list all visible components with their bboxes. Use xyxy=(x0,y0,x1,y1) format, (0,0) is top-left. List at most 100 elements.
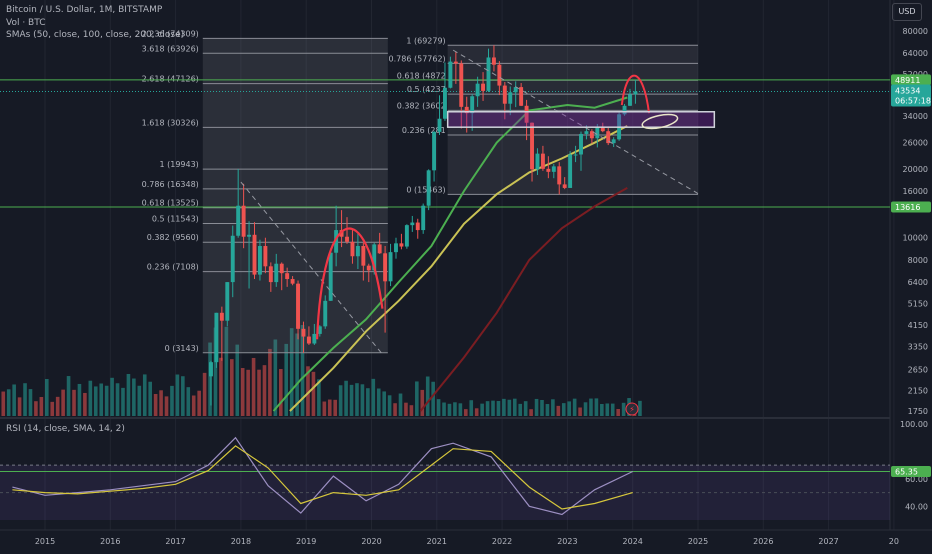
candle-body xyxy=(236,205,241,236)
sma-legend: SMAs (50, close, 100, close, 200, close) xyxy=(6,30,185,40)
volume-bar xyxy=(610,403,615,416)
volume-bar xyxy=(50,401,55,416)
fib-2017-level-label: 0 (3143) xyxy=(165,344,199,353)
volume-bar xyxy=(12,384,16,416)
candle-body xyxy=(415,222,420,231)
candle-body xyxy=(421,205,426,231)
volume-bar xyxy=(83,392,87,416)
volume-bar xyxy=(99,383,104,416)
candle-body xyxy=(361,246,366,266)
candle-body xyxy=(399,243,404,247)
candle-body xyxy=(470,96,475,114)
volume-bar xyxy=(72,389,76,416)
volume-bar xyxy=(23,383,27,416)
candle-body xyxy=(622,105,627,115)
volume-bar xyxy=(349,384,354,416)
volume-bar xyxy=(170,385,174,416)
candle-body xyxy=(524,105,529,123)
fib-2017-level-label: 1 (19943) xyxy=(159,160,198,169)
candle-body xyxy=(328,252,333,301)
candle-body xyxy=(225,282,230,321)
sma-200-line xyxy=(419,187,628,412)
candle-body xyxy=(443,87,447,119)
resistance-price-badge: 48911 xyxy=(895,76,920,85)
volume-bar xyxy=(300,325,305,416)
countdown-label: 06:57:18 xyxy=(895,96,931,105)
price-tick-label: 1750 xyxy=(908,407,928,416)
volume-bar xyxy=(1,391,6,416)
volume-bar xyxy=(469,400,474,416)
resistance-price-badge-bg xyxy=(891,74,931,86)
candle-body xyxy=(540,153,545,169)
candle-body xyxy=(426,170,431,206)
volume-bar xyxy=(333,399,338,416)
candle-body xyxy=(290,279,295,284)
volume-bar xyxy=(61,389,65,416)
price-tick-label: 20000 xyxy=(903,165,928,174)
candle-body xyxy=(633,91,638,95)
price-tick-label: 10000 xyxy=(903,234,928,243)
volume-bar xyxy=(545,404,550,416)
candle-body xyxy=(257,246,262,275)
candle-body xyxy=(247,234,252,237)
volume-bar xyxy=(474,408,479,416)
volume-bar xyxy=(480,403,484,416)
candle-body xyxy=(464,106,469,114)
volume-bar xyxy=(230,359,234,416)
candle-body xyxy=(410,222,415,226)
candle-body xyxy=(568,154,573,188)
volume-bar xyxy=(311,371,316,416)
cup-arc-2019 xyxy=(315,227,384,340)
fib-2017-level-label: 0.786 (16348) xyxy=(142,180,199,189)
volume-bar xyxy=(621,402,626,416)
candle-body xyxy=(448,61,453,88)
time-tick-label: 20 xyxy=(889,537,899,546)
volume-bar xyxy=(398,393,403,416)
volume-bar xyxy=(556,405,561,416)
volume-bar xyxy=(436,399,441,416)
volume-bar xyxy=(219,357,223,416)
volume-bar xyxy=(638,400,642,416)
time-tick-label: 2020 xyxy=(361,537,381,546)
candle-body xyxy=(268,266,273,283)
candle-body xyxy=(355,246,360,257)
time-tick-label: 2019 xyxy=(296,537,316,546)
candle-body xyxy=(301,328,306,337)
volume-bar xyxy=(322,401,327,416)
price-tick-label: 80000 xyxy=(903,27,928,36)
time-tick-label: 2024 xyxy=(623,537,643,546)
volume-bar xyxy=(104,385,109,416)
volume-bar xyxy=(409,405,414,416)
candle-body xyxy=(219,312,224,321)
volume-bar xyxy=(45,379,49,416)
candle-body xyxy=(628,94,632,106)
volume-bar xyxy=(251,357,256,416)
rsi-tick-label: 100.00 xyxy=(900,420,928,429)
volume-bar xyxy=(224,326,229,416)
price-tick-label: 26000 xyxy=(903,139,928,148)
rsi-tick-label: 60.00 xyxy=(905,475,928,484)
volume-legend: Vol · BTC xyxy=(6,18,46,28)
volume-bar xyxy=(420,389,425,416)
volume-bar xyxy=(6,389,11,416)
volume-bar xyxy=(425,376,430,416)
volume-bar xyxy=(442,402,446,416)
volume-bar xyxy=(605,403,610,416)
price-tick-label: 4150 xyxy=(908,321,928,330)
volume-bar xyxy=(110,377,114,416)
currency-button[interactable]: USD xyxy=(892,3,922,21)
volume-bar xyxy=(578,407,582,416)
rsi-sma-line xyxy=(12,445,633,510)
volume-bar xyxy=(589,398,593,416)
candle-body xyxy=(475,83,480,97)
candle-body xyxy=(306,336,311,344)
candle-body xyxy=(557,166,562,185)
trendline-2018 xyxy=(240,181,383,355)
volume-bar xyxy=(240,368,245,416)
volume-bar xyxy=(502,398,506,416)
volume-bar xyxy=(39,396,44,416)
candle-body xyxy=(350,241,355,257)
candle-body xyxy=(573,154,578,156)
